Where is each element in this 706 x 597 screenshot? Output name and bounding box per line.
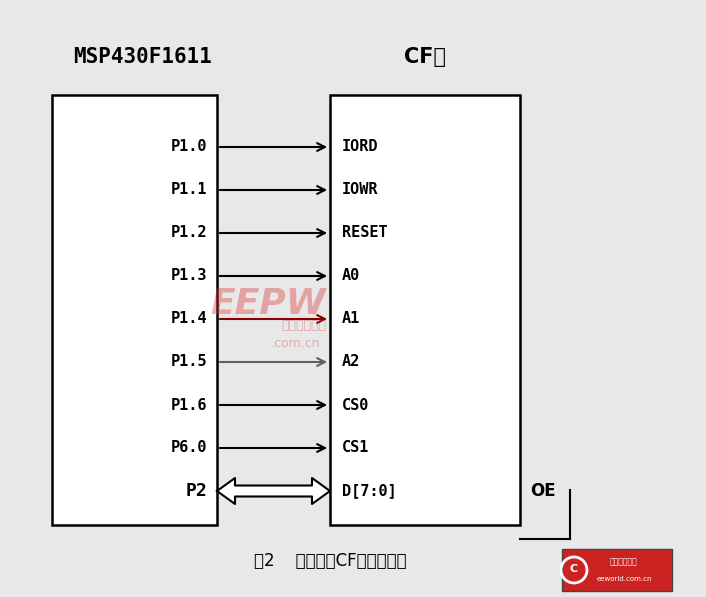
Text: CS0: CS0	[342, 398, 369, 413]
Text: A1: A1	[342, 312, 360, 327]
Text: 电子工程世界: 电子工程世界	[610, 557, 638, 566]
Bar	[562, 549, 672, 591]
Text: C: C	[570, 565, 578, 574]
Text: P1.2: P1.2	[171, 226, 207, 241]
Text: P1.5: P1.5	[171, 355, 207, 370]
Text: CF卡: CF卡	[404, 47, 446, 67]
Text: P1.3: P1.3	[171, 269, 207, 284]
Text: P1.6: P1.6	[171, 398, 207, 413]
Text: IOWR: IOWR	[342, 183, 378, 198]
Text: P1.1: P1.1	[171, 183, 207, 198]
Text: 图2    单片机与CF卡接口电路: 图2 单片机与CF卡接口电路	[253, 552, 407, 570]
Text: .com.cn: .com.cn	[270, 337, 321, 350]
Text: OE: OE	[530, 482, 556, 500]
Text: A0: A0	[342, 269, 360, 284]
Text: EEPW: EEPW	[210, 287, 326, 321]
Bar	[330, 95, 520, 525]
Text: MSP430F1611: MSP430F1611	[73, 47, 213, 67]
Text: eeworld.com.cn: eeworld.com.cn	[597, 576, 652, 582]
Text: D[7:0]: D[7:0]	[342, 484, 397, 498]
Text: RESET: RESET	[342, 226, 388, 241]
Text: A2: A2	[342, 355, 360, 370]
Polygon shape	[217, 478, 330, 504]
Bar	[52, 95, 217, 525]
Text: P1.4: P1.4	[171, 312, 207, 327]
Text: P2: P2	[185, 482, 207, 500]
Text: P1.0: P1.0	[171, 140, 207, 155]
Text: CS1: CS1	[342, 441, 369, 456]
Text: 电子产品世界: 电子产品世界	[281, 319, 326, 333]
Text: P6.0: P6.0	[171, 441, 207, 456]
Text: IORD: IORD	[342, 140, 378, 155]
